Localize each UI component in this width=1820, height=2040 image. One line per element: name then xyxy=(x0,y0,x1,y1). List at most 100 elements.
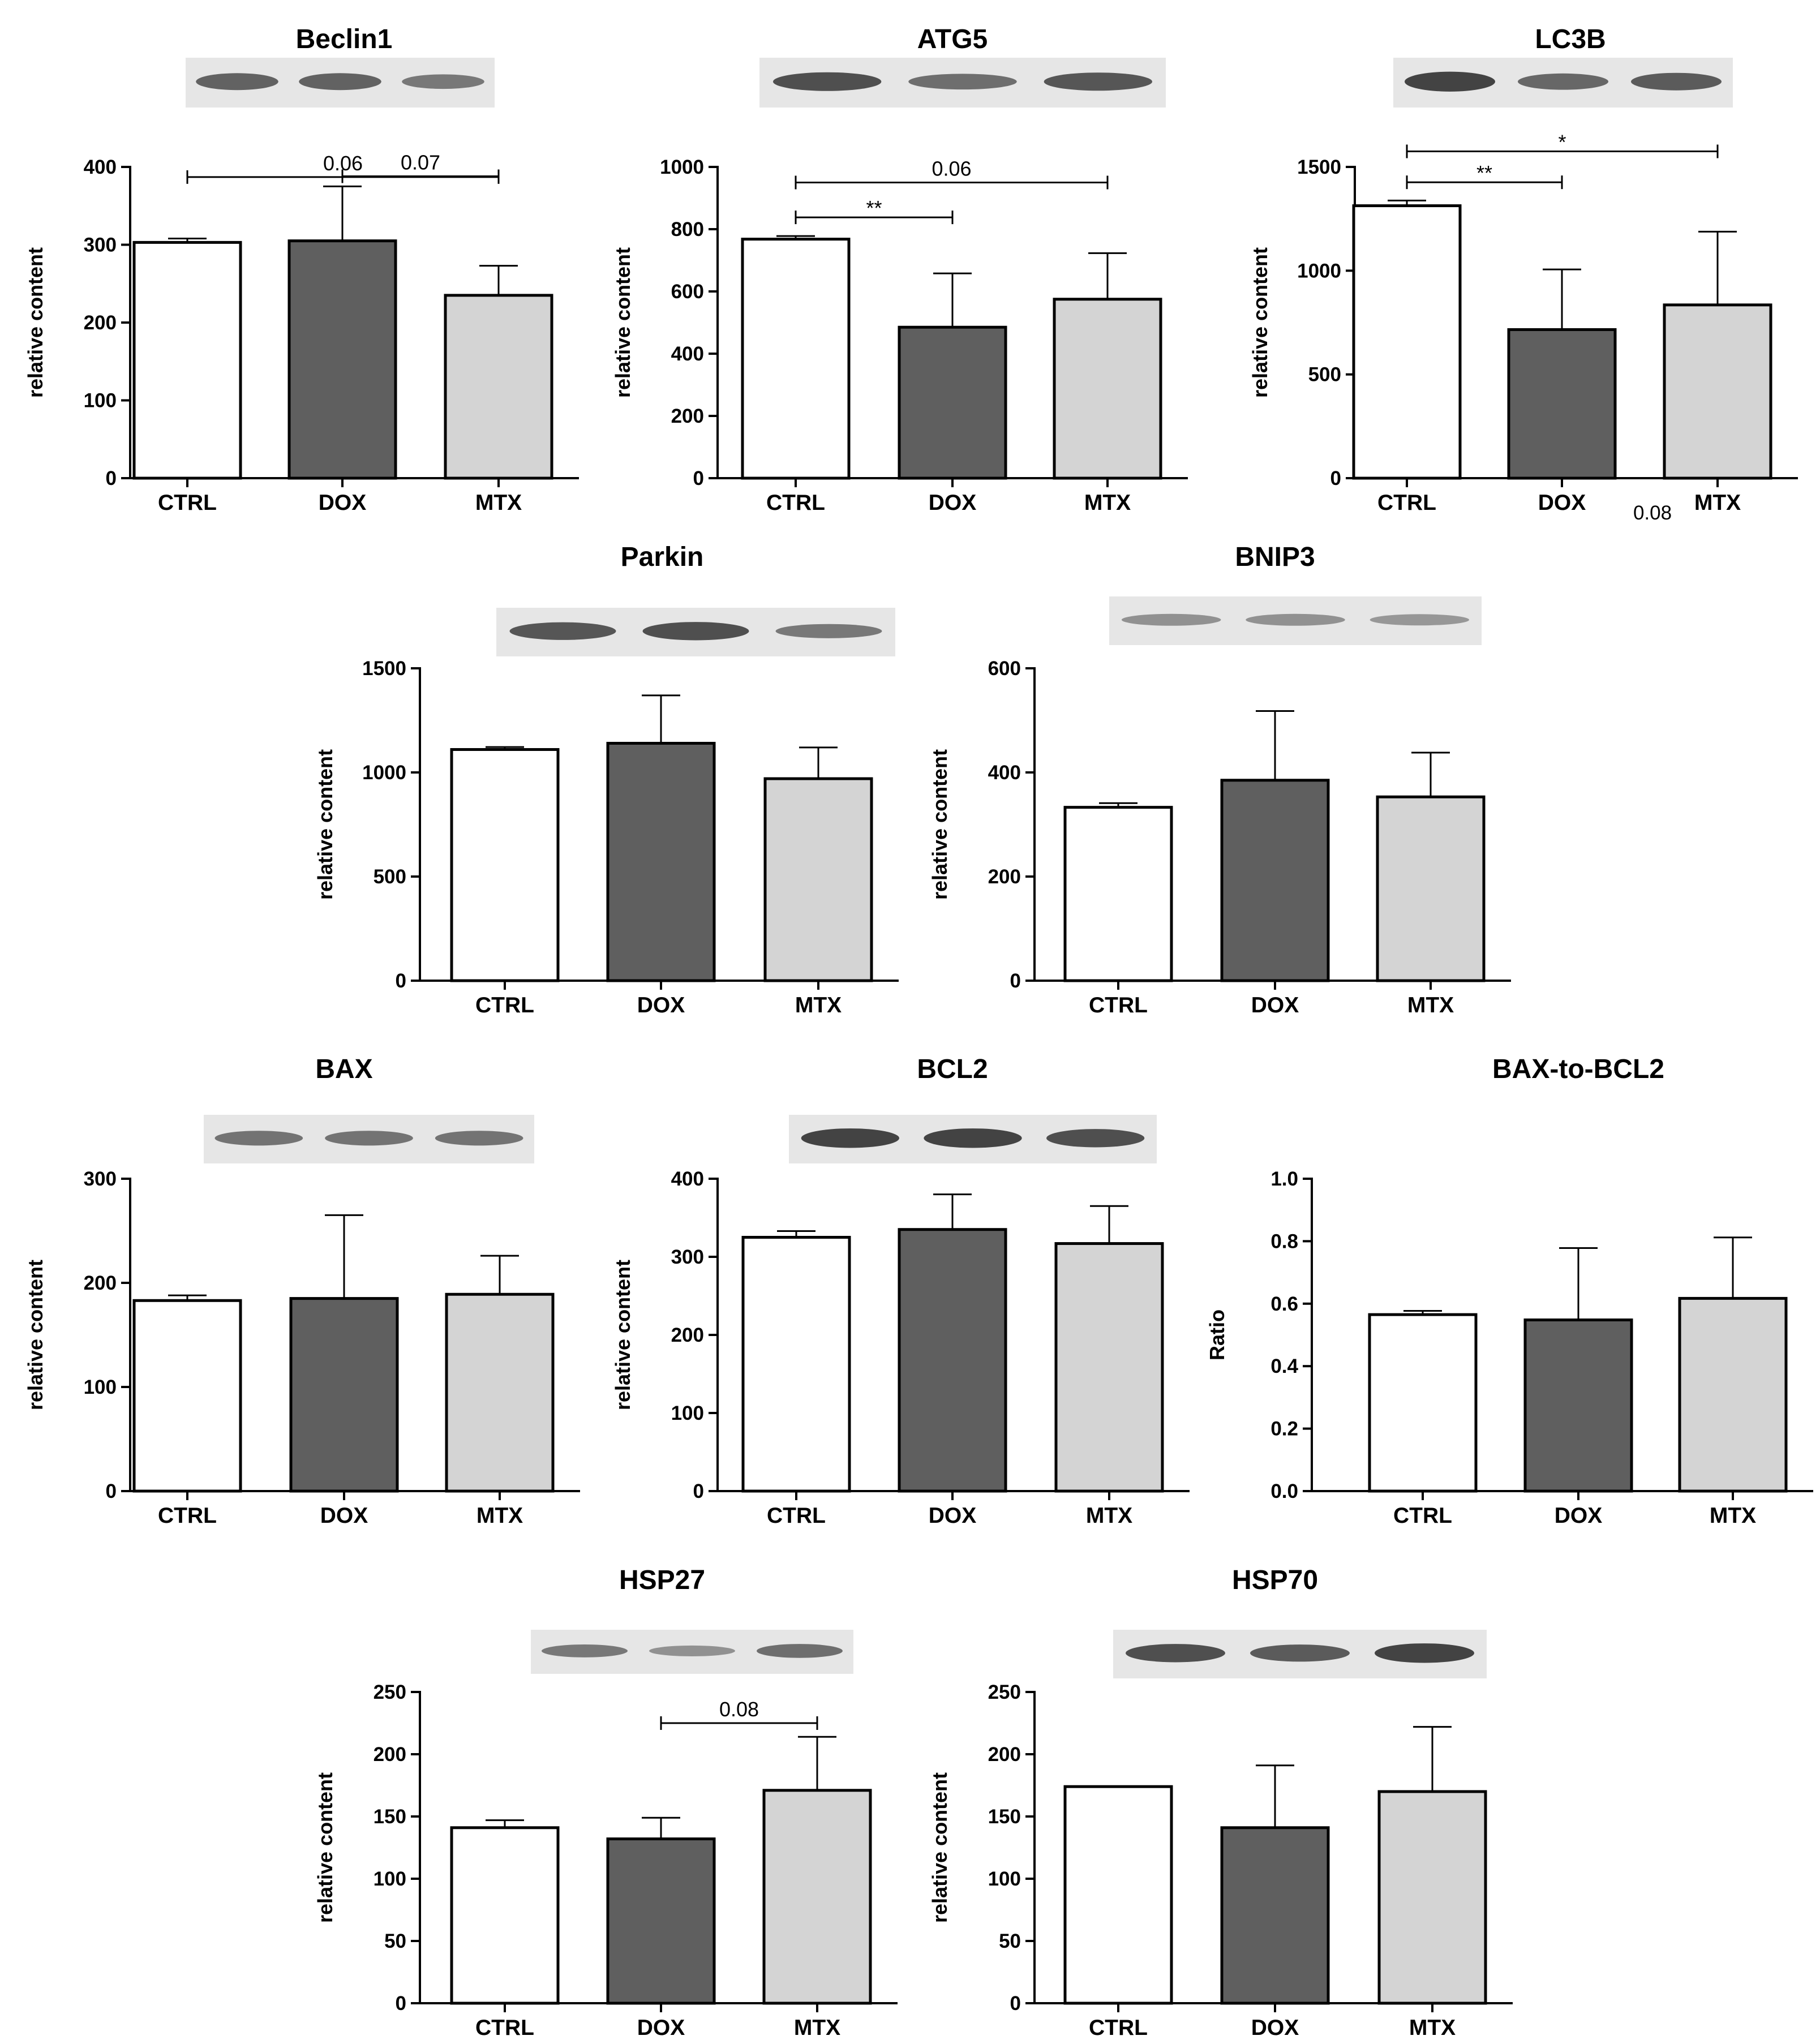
bar-ctrl xyxy=(741,1236,851,1493)
bracket-label: ** xyxy=(866,196,882,220)
y-axis-label: relative content xyxy=(1248,247,1272,398)
y-tick-label: 800 xyxy=(671,218,704,240)
bar-dox xyxy=(898,1228,1007,1493)
western-blot-image xyxy=(531,1630,853,1674)
y-tick-label: 0.0 xyxy=(1270,1480,1298,1502)
blot-band-ctrl xyxy=(196,73,278,91)
y-tick-label: 400 xyxy=(671,1168,704,1190)
bar-ctrl xyxy=(450,748,560,982)
blot-band-mtx xyxy=(402,74,484,89)
bar-ctrl xyxy=(132,1299,242,1493)
y-tick-label: 100 xyxy=(671,1402,704,1424)
significance-bracket: ** xyxy=(1406,161,1563,190)
western-blot-image xyxy=(186,58,495,108)
blot-band-ctrl xyxy=(772,72,882,91)
category-label-ctrl: CTRL xyxy=(158,491,217,515)
category-label-mtx: MTX xyxy=(1710,1504,1756,1528)
blot-band-dox xyxy=(642,622,749,641)
blot-band-mtx xyxy=(1375,1643,1474,1663)
blot-band-ctrl xyxy=(509,622,616,640)
western-blot-image xyxy=(1113,1630,1487,1678)
y-axis-label: relative content xyxy=(928,749,951,900)
blot-band-dox xyxy=(924,1128,1022,1148)
y-tick-label: 500 xyxy=(1308,364,1341,386)
y-tick-label: 150 xyxy=(988,1806,1021,1828)
blot-band-dox xyxy=(908,74,1017,90)
bar-mtx xyxy=(1054,1242,1164,1493)
category-label-mtx: MTX xyxy=(1086,1504,1132,1528)
western-blot-image xyxy=(789,1115,1157,1163)
chart-title: HSP27 xyxy=(619,1565,705,1595)
y-tick-label: 400 xyxy=(84,156,117,178)
bar-mtx xyxy=(1663,303,1772,480)
y-tick-label: 0 xyxy=(396,1992,406,2015)
y-axis-label: Ratio xyxy=(1205,1309,1229,1360)
significance-bracket: 0.06 xyxy=(186,152,500,184)
category-label-ctrl: CTRL xyxy=(475,2016,534,2040)
y-tick-label: 100 xyxy=(84,390,117,412)
bar-mtx xyxy=(1053,298,1162,480)
category-label-dox: DOX xyxy=(1538,491,1586,515)
bar-dox xyxy=(1507,328,1617,480)
category-label-dox: DOX xyxy=(637,2016,685,2040)
y-tick-label: 1000 xyxy=(362,762,406,784)
western-blot-image xyxy=(1109,596,1482,645)
y-tick-label: 0 xyxy=(1010,1992,1021,2015)
y-axis-label: relative content xyxy=(611,1260,634,1410)
chart-title: BAX-to-BCL2 xyxy=(1492,1054,1664,1084)
panel-hsp70: HSP70 0 50 100 150 200 250 relative content CTRL… xyxy=(928,1565,1513,2040)
bar-mtx xyxy=(762,1789,872,2005)
y-axis-label: relative content xyxy=(24,1260,47,1410)
bar-mtx xyxy=(1377,1790,1487,2005)
blot-band-dox xyxy=(649,1645,735,1656)
category-label-dox: DOX xyxy=(929,491,977,515)
blot-band-ctrl xyxy=(1405,71,1495,92)
bracket-label: 0.06 xyxy=(323,152,363,175)
panel-baxbcl2: BAX-to-BCL2 0.0 0.2 0.4 0.6 0.8 1.0 Ratio CTRL DO… xyxy=(1205,1054,1813,1528)
significance-bracket: 0.08 xyxy=(660,1698,818,1730)
category-label-mtx: MTX xyxy=(1409,2016,1456,2040)
category-label-ctrl: CTRL xyxy=(1377,491,1436,515)
blot-band-ctrl xyxy=(1121,613,1221,626)
significance-bracket: * xyxy=(1406,131,1719,158)
category-label-ctrl: CTRL xyxy=(475,993,534,1017)
y-tick-label: 500 xyxy=(374,866,406,888)
y-tick-label: 100 xyxy=(374,1868,406,1890)
category-label-dox: DOX xyxy=(929,1504,977,1528)
western-blot-image xyxy=(204,1115,534,1163)
chart-title: BCL2 xyxy=(917,1054,988,1084)
blot-band-dox xyxy=(1250,1644,1350,1662)
blot-band-dox xyxy=(1246,613,1345,626)
bar-ctrl xyxy=(1063,806,1173,982)
category-label-dox: DOX xyxy=(1251,993,1299,1017)
y-tick-label: 1000 xyxy=(1297,260,1341,282)
y-axis-label: relative content xyxy=(24,247,47,398)
bar-dox xyxy=(287,239,397,480)
y-tick-label: 250 xyxy=(988,1681,1021,1703)
y-tick-label: 0.8 xyxy=(1270,1230,1298,1252)
panel-hsp27: HSP27 0 50 100 150 200 250 relative content CTRL… xyxy=(314,1565,898,2040)
blot-band-dox xyxy=(1518,73,1608,90)
y-tick-label: 0 xyxy=(693,467,704,489)
blot-band-mtx xyxy=(1044,72,1153,91)
bar-ctrl xyxy=(1352,204,1462,480)
chart-title: BNIP3 xyxy=(1235,542,1315,572)
panel-lc3b: LC3B 0 500 1000 1500 relative content CTRL DOX M… xyxy=(1248,24,1798,515)
y-tick-label: 0 xyxy=(106,1480,117,1502)
bracket-label: * xyxy=(1558,131,1566,154)
y-tick-label: 250 xyxy=(374,1681,406,1703)
category-label-dox: DOX xyxy=(319,491,367,515)
category-label-mtx: MTX xyxy=(794,2016,840,2040)
bar-mtx xyxy=(444,294,553,480)
blot-band-mtx xyxy=(775,624,882,638)
y-tick-label: 0.4 xyxy=(1270,1355,1298,1377)
bar-mtx xyxy=(1376,795,1486,982)
category-label-mtx: MTX xyxy=(1407,993,1454,1017)
chart-title: ATG5 xyxy=(917,24,988,54)
y-tick-label: 0 xyxy=(693,1480,704,1502)
y-axis-label: relative content xyxy=(611,247,634,398)
panel-parkin: Parkin 0 500 1000 1500 relative content CTRL DO… xyxy=(314,542,899,1017)
blot-band-ctrl xyxy=(801,1128,900,1148)
category-label-ctrl: CTRL xyxy=(158,1504,217,1528)
